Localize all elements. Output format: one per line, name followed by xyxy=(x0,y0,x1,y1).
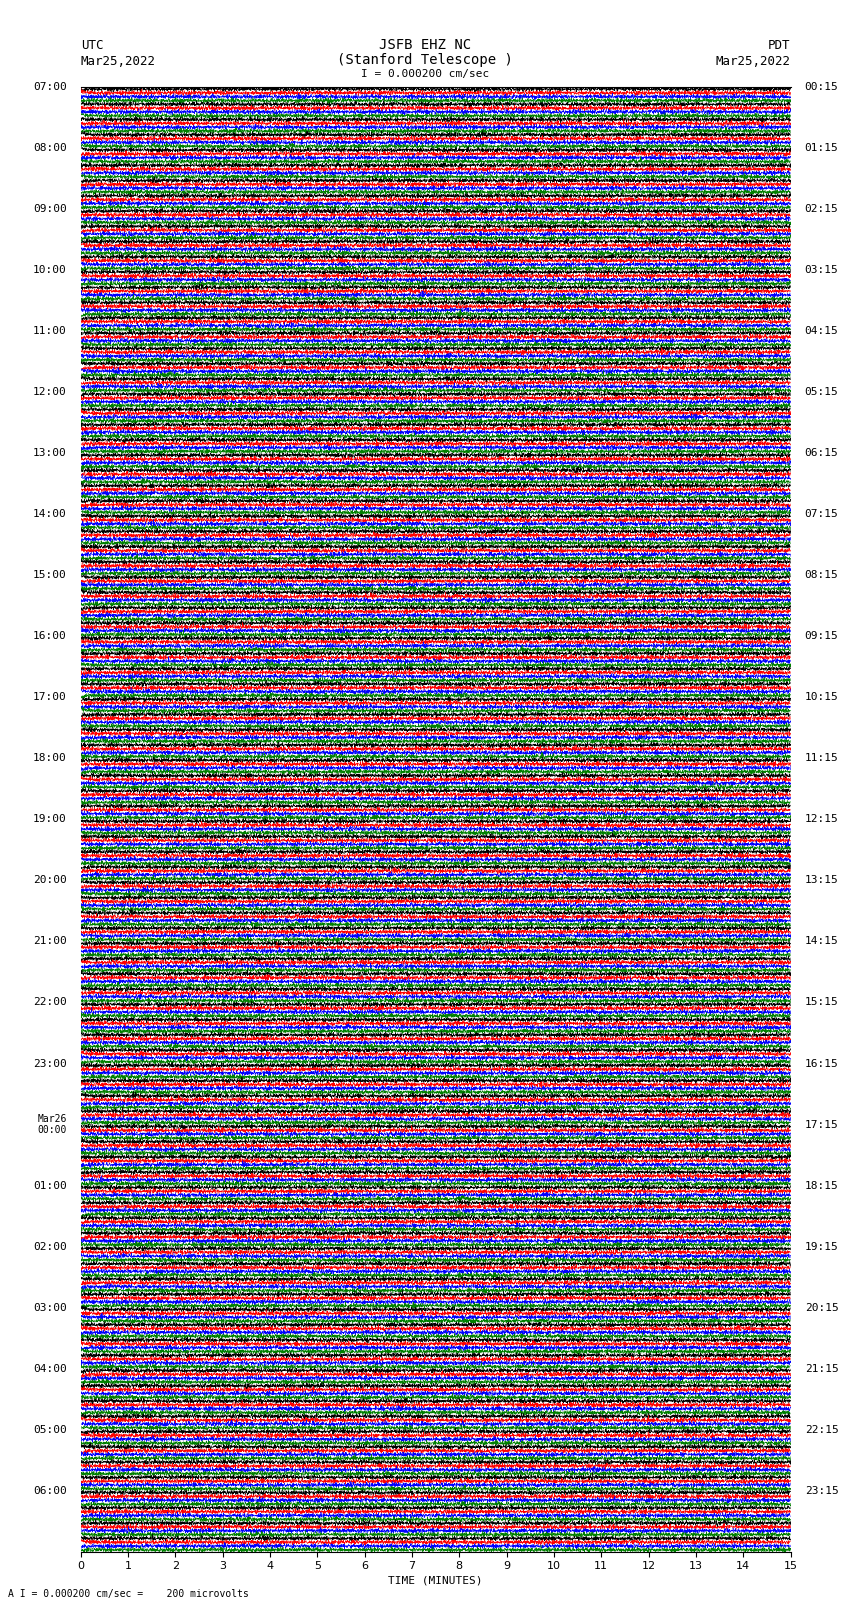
Text: 13:15: 13:15 xyxy=(805,876,838,886)
Text: 10:00: 10:00 xyxy=(33,265,66,276)
Text: 16:00: 16:00 xyxy=(33,631,66,642)
Text: 20:15: 20:15 xyxy=(805,1303,838,1313)
Text: 05:00: 05:00 xyxy=(33,1424,66,1434)
Text: 03:00: 03:00 xyxy=(33,1303,66,1313)
Text: 20:00: 20:00 xyxy=(33,876,66,886)
Text: 08:00: 08:00 xyxy=(33,144,66,153)
Text: 00:15: 00:15 xyxy=(805,82,838,92)
Text: 02:00: 02:00 xyxy=(33,1242,66,1252)
Text: PDT: PDT xyxy=(768,39,790,52)
Text: 09:00: 09:00 xyxy=(33,205,66,215)
Text: I = 0.000200 cm/sec: I = 0.000200 cm/sec xyxy=(361,69,489,79)
Text: 01:15: 01:15 xyxy=(805,144,838,153)
Text: 11:15: 11:15 xyxy=(805,753,838,763)
Text: 13:00: 13:00 xyxy=(33,448,66,458)
Text: UTC: UTC xyxy=(81,39,103,52)
Text: 19:15: 19:15 xyxy=(805,1242,838,1252)
Text: 09:15: 09:15 xyxy=(805,631,838,642)
Text: 21:15: 21:15 xyxy=(805,1363,838,1374)
Text: 22:15: 22:15 xyxy=(805,1424,838,1434)
Text: 00:00: 00:00 xyxy=(37,1124,66,1134)
Text: A I = 0.000200 cm/sec =    200 microvolts: A I = 0.000200 cm/sec = 200 microvolts xyxy=(8,1589,249,1598)
Text: 23:00: 23:00 xyxy=(33,1058,66,1068)
Text: 23:15: 23:15 xyxy=(805,1486,838,1495)
Text: 03:15: 03:15 xyxy=(805,265,838,276)
Text: Mar25,2022: Mar25,2022 xyxy=(81,55,156,68)
Text: Mar26: Mar26 xyxy=(37,1115,66,1124)
Text: 07:15: 07:15 xyxy=(805,510,838,519)
Text: 18:00: 18:00 xyxy=(33,753,66,763)
Text: (Stanford Telescope ): (Stanford Telescope ) xyxy=(337,53,513,66)
Text: 01:00: 01:00 xyxy=(33,1181,66,1190)
Text: 16:15: 16:15 xyxy=(805,1058,838,1068)
Text: 02:15: 02:15 xyxy=(805,205,838,215)
Text: 22:00: 22:00 xyxy=(33,997,66,1008)
Text: 15:00: 15:00 xyxy=(33,571,66,581)
Text: 06:00: 06:00 xyxy=(33,1486,66,1495)
Text: 17:00: 17:00 xyxy=(33,692,66,702)
Text: 06:15: 06:15 xyxy=(805,448,838,458)
Text: 18:15: 18:15 xyxy=(805,1181,838,1190)
Text: 08:15: 08:15 xyxy=(805,571,838,581)
Text: 17:15: 17:15 xyxy=(805,1119,838,1129)
Text: 15:15: 15:15 xyxy=(805,997,838,1008)
Text: 19:00: 19:00 xyxy=(33,815,66,824)
Text: 12:15: 12:15 xyxy=(805,815,838,824)
Text: 14:15: 14:15 xyxy=(805,937,838,947)
Text: 04:00: 04:00 xyxy=(33,1363,66,1374)
Text: 11:00: 11:00 xyxy=(33,326,66,336)
Text: 12:00: 12:00 xyxy=(33,387,66,397)
Text: 14:00: 14:00 xyxy=(33,510,66,519)
Text: JSFB EHZ NC: JSFB EHZ NC xyxy=(379,39,471,52)
Text: 07:00: 07:00 xyxy=(33,82,66,92)
Text: 21:00: 21:00 xyxy=(33,937,66,947)
Text: Mar25,2022: Mar25,2022 xyxy=(716,55,790,68)
X-axis label: TIME (MINUTES): TIME (MINUTES) xyxy=(388,1576,483,1586)
Text: 04:15: 04:15 xyxy=(805,326,838,336)
Text: 10:15: 10:15 xyxy=(805,692,838,702)
Text: 05:15: 05:15 xyxy=(805,387,838,397)
